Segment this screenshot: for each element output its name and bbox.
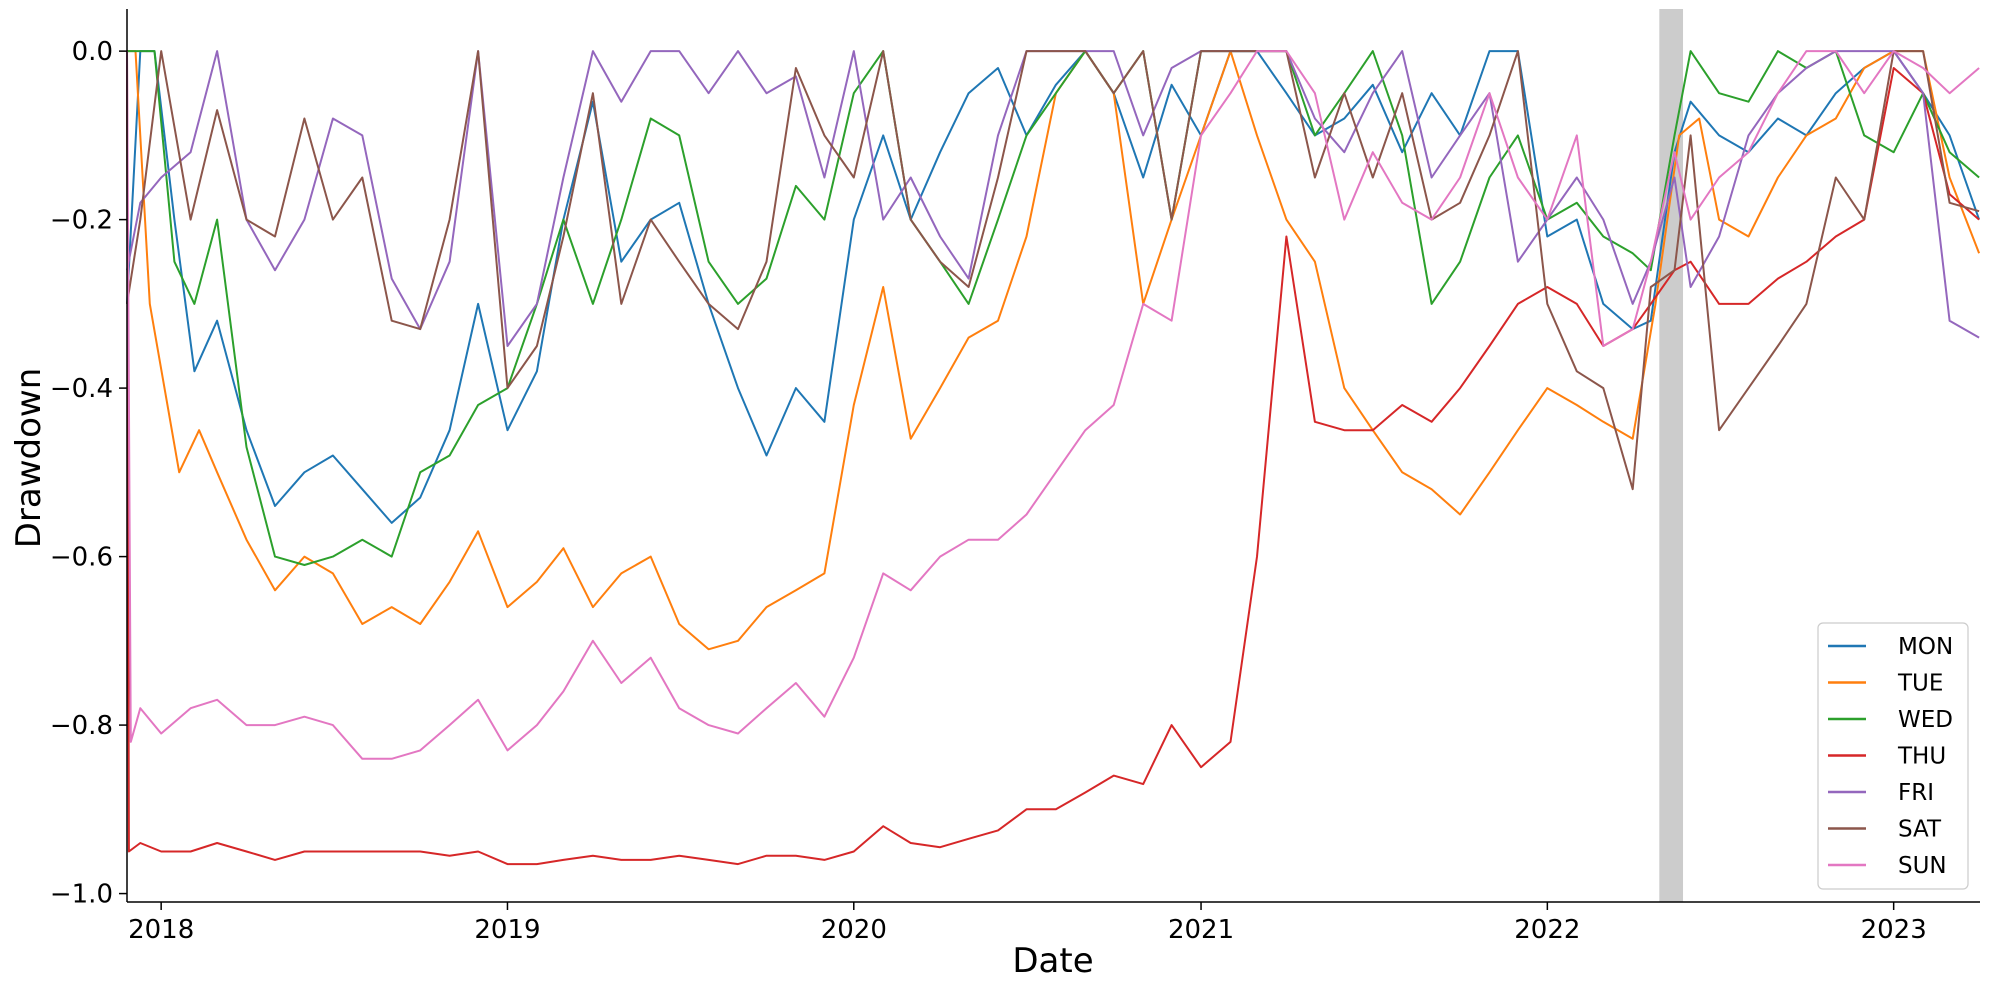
- shaded-region: [1659, 9, 1684, 902]
- x-tick-label: 2019: [474, 915, 540, 945]
- x-axis-ticks: 2018 2019 2020 2021 2022 2023: [128, 902, 1927, 945]
- legend-label-wed: WED: [1898, 707, 1953, 733]
- legend-frame: [1817, 622, 1969, 890]
- series-lines-layer: [126, 50, 1981, 866]
- x-tick-label: 2020: [821, 915, 887, 945]
- series-line-mon: [126, 50, 1981, 524]
- series-line-thu: [126, 51, 1980, 866]
- legend-label-sun: SUN: [1898, 853, 1947, 879]
- y-axis-title: Drawdown: [9, 368, 49, 549]
- legend-label-mon: MON: [1898, 634, 1953, 660]
- series-line-sat: [126, 50, 1980, 491]
- y-tick-label: −1.0: [50, 880, 113, 910]
- series-line-wed: [127, 50, 1980, 566]
- legend-label-sat: SAT: [1898, 817, 1942, 843]
- x-tick-label: 2018: [128, 915, 194, 945]
- y-tick-label: −0.6: [50, 543, 113, 573]
- x-tick-label: 2022: [1514, 915, 1580, 945]
- series-line-tue: [127, 50, 1981, 651]
- y-tick-label: −0.8: [50, 711, 113, 741]
- y-tick-label: −0.4: [50, 374, 113, 404]
- y-axis-ticks: 0.0 −0.2 −0.4 −0.6 −0.8 −1.0: [50, 37, 127, 910]
- legend-label-tue: TUE: [1897, 671, 1943, 697]
- y-tick-label: 0.0: [72, 37, 113, 67]
- shaded-region-layer: [1659, 9, 1684, 902]
- legend-label-fri: FRI: [1898, 780, 1934, 806]
- x-tick-label: 2021: [1168, 915, 1234, 945]
- legend-label-thu: THU: [1897, 744, 1946, 770]
- legend: MON TUE WED THU FRI SAT SUN: [1817, 622, 1969, 890]
- x-axis-title: Date: [1012, 941, 1093, 981]
- y-tick-label: −0.2: [50, 206, 113, 236]
- series-line-sun: [126, 50, 1980, 760]
- x-tick-label: 2023: [1861, 915, 1927, 945]
